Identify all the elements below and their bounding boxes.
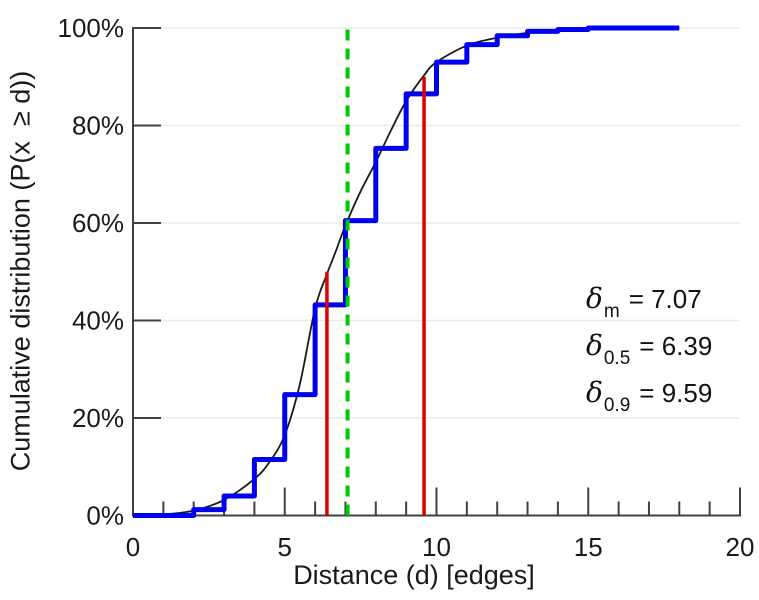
p90-value: = 9.59 — [639, 378, 713, 408]
stat-annotations: δm = 7.07 δ0.5 = 6.39 δ0.9 = 9.59 — [586, 282, 712, 423]
y-tick-label: 60% — [72, 208, 124, 238]
p90-annotation: δ0.9 = 9.59 — [586, 376, 712, 423]
ticks — [132, 27, 741, 516]
fitted-cdf-curve — [148, 27, 680, 517]
y-tick-label: 40% — [72, 306, 124, 336]
x-tick-label: 20 — [726, 532, 755, 562]
axes — [132, 27, 741, 517]
y-tick-label: 20% — [72, 403, 124, 433]
x-tick-label: 0 — [126, 532, 140, 562]
median-subscript: 0.5 — [603, 348, 631, 369]
empirical-cdf-step — [133, 25, 680, 518]
y-tick-label: 100% — [58, 13, 125, 43]
median-annotation: δ0.5 = 6.39 — [586, 329, 712, 376]
x-axis-title: Distance (d) [edges] — [293, 560, 535, 590]
y-tick-label: 0% — [86, 501, 124, 531]
tick-labels: 0 5 10 15 20 0% 20% 40% 60% 80% 100% — [58, 13, 755, 562]
delta-symbol: δ — [586, 376, 603, 409]
delta-symbol: δ — [586, 282, 603, 315]
x-tick-label: 15 — [574, 532, 603, 562]
mean-annotation: δm = 7.07 — [586, 282, 712, 329]
x-tick-label: 10 — [422, 532, 451, 562]
y-gridlines — [133, 27, 740, 419]
mean-value: = 7.07 — [628, 284, 702, 314]
p90-subscript: 0.9 — [603, 395, 631, 416]
median-value: = 6.39 — [639, 331, 713, 361]
delta-symbol: δ — [586, 329, 603, 362]
y-tick-label: 80% — [72, 111, 124, 141]
y-axis-title: Cumulative distribution (P(x ≥ d)) — [5, 70, 36, 472]
mean-subscript: m — [603, 301, 620, 322]
x-tick-label: 5 — [278, 532, 292, 562]
